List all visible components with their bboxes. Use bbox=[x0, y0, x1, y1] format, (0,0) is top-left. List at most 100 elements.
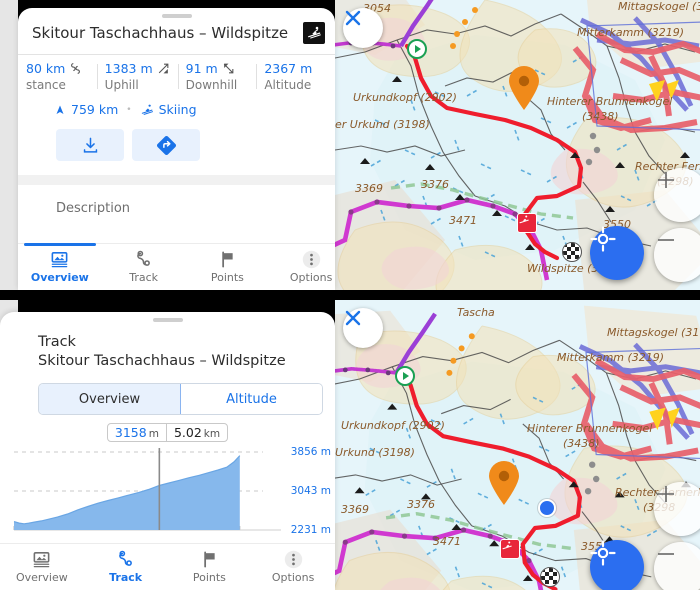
map-label: Hinterer Brunnenkogel bbox=[527, 422, 653, 435]
elevation-profile-chart[interactable]: 3856 m 3043 m 2231 m bbox=[10, 446, 331, 542]
tab-track[interactable]: Track bbox=[84, 544, 168, 590]
distance-away: 759 km bbox=[54, 102, 118, 117]
chart-y-label: 3856 m bbox=[290, 446, 331, 458]
skier-glyph bbox=[502, 541, 512, 550]
sheet-titlebar: Skitour Taschachhaus – Wildspitze bbox=[18, 18, 335, 54]
stats-row: 80 km stance 1383 m Uphill bbox=[18, 55, 335, 96]
chart-y-label: 3043 m bbox=[290, 485, 331, 498]
close-icon[interactable] bbox=[343, 308, 383, 348]
distance-away-value: 759 km bbox=[71, 102, 119, 117]
flag-icon bbox=[222, 251, 233, 268]
current-location-dot bbox=[538, 499, 556, 517]
track-finish-marker[interactable] bbox=[562, 242, 582, 262]
sheet-drag-handle[interactable] bbox=[152, 318, 183, 322]
close-icon[interactable] bbox=[343, 8, 383, 48]
track-finish-marker[interactable] bbox=[540, 567, 560, 587]
navigate-arrow-icon bbox=[56, 105, 64, 114]
screenshot-bottom: Tascha Mittagskogel (3162) Mitterkamm (321… bbox=[0, 300, 700, 590]
chart-readout: 3158 m 5.02 km bbox=[0, 423, 335, 442]
chart-y-axis-labels: 3856 m 3043 m 2231 m bbox=[275, 446, 331, 542]
tab-overview-label: Overview bbox=[30, 271, 89, 284]
chart-mode-segmented-control[interactable]: Overview Altitude bbox=[38, 383, 323, 415]
divider bbox=[18, 54, 335, 55]
activity-label: Skiing bbox=[158, 102, 197, 117]
map-label: er Urkund (3198) bbox=[335, 118, 430, 131]
ski-waypoint-badge[interactable] bbox=[517, 213, 537, 233]
download-button[interactable] bbox=[56, 129, 124, 161]
pin-icon bbox=[489, 461, 519, 505]
plus-icon bbox=[658, 486, 674, 502]
map-label: Mittagskogel (3162) bbox=[618, 0, 700, 13]
track-start-marker[interactable] bbox=[407, 39, 427, 59]
stat-distance-value: 80 km bbox=[26, 61, 66, 76]
uphill-icon bbox=[158, 63, 169, 74]
map-pin-marker[interactable] bbox=[506, 65, 542, 111]
tab-points[interactable]: Points bbox=[186, 244, 270, 290]
zoom-out-button[interactable] bbox=[654, 542, 700, 590]
ski-waypoint-badge[interactable] bbox=[500, 539, 520, 559]
zoom-out-button[interactable] bbox=[654, 228, 700, 282]
readout-distance-value: 5.02 bbox=[173, 425, 202, 440]
tab-overview-label: Overview bbox=[15, 571, 68, 584]
map-label: Mittagskogel (3162) bbox=[607, 326, 700, 339]
zoom-in-button[interactable] bbox=[654, 482, 700, 536]
directions-button[interactable] bbox=[132, 129, 200, 161]
readout-altitude: 3158 m bbox=[108, 424, 166, 441]
chart-y-label: 2231 m bbox=[290, 524, 331, 536]
tab-overview[interactable]: Overview bbox=[0, 544, 84, 590]
description-section[interactable]: Description bbox=[18, 185, 335, 234]
skier-glyph bbox=[308, 26, 321, 39]
map-label: (3438) bbox=[563, 437, 600, 450]
map-canvas-bottom[interactable]: Tascha Mittagskogel (3162) Mitterkamm (321… bbox=[335, 300, 700, 590]
plus-icon bbox=[658, 172, 674, 188]
tab-track[interactable]: Track bbox=[102, 244, 186, 290]
stat-uphill: 1383 m Uphill bbox=[96, 61, 178, 92]
tab-points-label: Points bbox=[192, 571, 226, 584]
map-label: Urkundkopf (2902) bbox=[353, 91, 457, 104]
stat-downhill-value: 91 m bbox=[185, 61, 218, 76]
map-label: 3376 bbox=[421, 178, 449, 191]
sheet-drag-handle[interactable] bbox=[161, 14, 192, 18]
map-pin-marker[interactable] bbox=[486, 460, 522, 506]
map-label: Urkundkopf (2902) bbox=[341, 419, 445, 432]
stat-downhill-label: Downhill bbox=[185, 78, 238, 92]
kebab-icon bbox=[284, 550, 302, 569]
close-glyph bbox=[345, 310, 361, 326]
locate-button[interactable] bbox=[590, 540, 644, 590]
bottom-navigation-top[interactable]: Overview Track Points bbox=[18, 243, 335, 290]
tab-overview[interactable]: Overview bbox=[18, 243, 102, 290]
tab-options[interactable]: Options bbox=[269, 244, 335, 290]
section-divider bbox=[18, 175, 335, 185]
track-start-marker[interactable] bbox=[395, 366, 415, 386]
stat-altitude: 2367 m Altitude bbox=[256, 61, 335, 92]
zoom-in-button[interactable] bbox=[654, 168, 700, 222]
elevation-chart-svg[interactable] bbox=[10, 446, 285, 542]
segment-overview[interactable]: Overview bbox=[39, 384, 181, 414]
pin-icon bbox=[509, 66, 539, 110]
checkered-flag-icon bbox=[541, 568, 557, 584]
map-label: 3369 bbox=[355, 182, 383, 195]
image-icon bbox=[33, 551, 50, 568]
skier-icon bbox=[141, 104, 153, 115]
stat-altitude-value: 2367 m bbox=[264, 61, 313, 76]
chart-line bbox=[13, 455, 241, 525]
tab-points-label: Points bbox=[210, 271, 244, 284]
locate-button[interactable] bbox=[590, 226, 644, 280]
close-glyph bbox=[345, 10, 361, 26]
route-icon bbox=[137, 250, 151, 266]
track-chart-sheet[interactable]: Track Skitour Taschachhaus – Wildspitze … bbox=[0, 312, 335, 590]
bottom-navigation-bottom[interactable]: Overview Track Points bbox=[0, 543, 335, 590]
readout-altitude-unit: m bbox=[148, 428, 159, 440]
sheet-header: Track Skitour Taschachhaus – Wildspitze bbox=[0, 322, 335, 369]
map-label: 3471 bbox=[449, 214, 477, 227]
download-icon bbox=[83, 137, 97, 153]
segment-altitude[interactable]: Altitude bbox=[181, 384, 322, 414]
chart-area bbox=[14, 455, 240, 530]
description-label: Description bbox=[56, 201, 131, 216]
tab-options[interactable]: Options bbox=[251, 544, 335, 590]
kebab-icon bbox=[302, 250, 320, 269]
tab-points[interactable]: Points bbox=[168, 544, 252, 590]
stat-downhill: 91 m Downhill bbox=[177, 61, 257, 92]
track-detail-sheet[interactable]: Skitour Taschachhaus – Wildspitze 80 km bbox=[18, 8, 335, 290]
